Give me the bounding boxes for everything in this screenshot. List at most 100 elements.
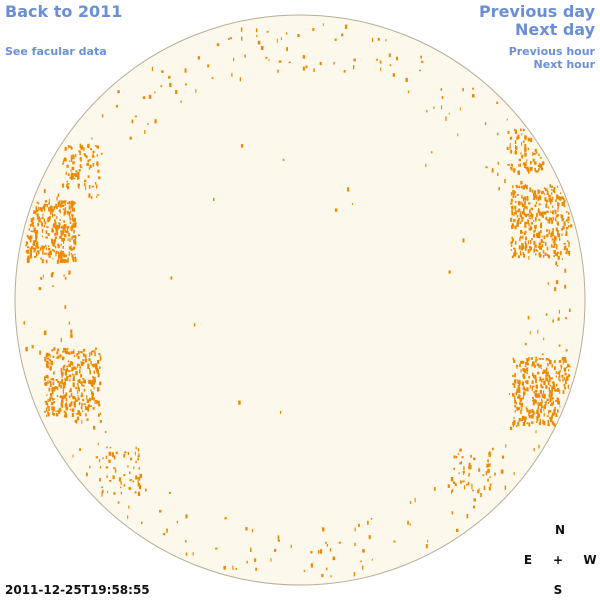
facula-speck [549,384,551,387]
facula-speck [566,375,569,380]
facula-speck [523,368,526,373]
facula-speck [526,387,529,392]
facula-speck [531,216,533,220]
facula-speck [519,214,523,218]
facula-speck [277,69,279,73]
facula-speck [86,406,88,411]
facula-speck [542,190,544,194]
facula-speck [61,379,64,384]
facula-speck [537,196,540,201]
facula-speck [549,217,552,221]
facula-speck [72,173,75,176]
facula-speck [70,176,73,180]
facula-speck [45,402,49,406]
facula-speck [88,193,91,198]
facula-speck [326,567,328,571]
previous-hour-link[interactable]: Previous hour [508,45,595,58]
facula-speck [85,358,87,363]
facula-speck [76,416,79,421]
facula-speck [529,209,531,214]
next-hour-link[interactable]: Next hour [533,58,596,71]
facula-speck [545,377,548,382]
facula-speck [518,394,520,398]
facula-speck [558,196,561,201]
facula-speck [60,200,63,205]
facula-speck [224,517,227,520]
facula-speck [48,405,50,409]
facula-speck [535,151,538,154]
facula-speck [519,163,521,167]
facula-speck [66,225,70,229]
facula-speck [38,287,42,291]
facula-speck [557,222,559,226]
facula-speck [235,567,237,570]
facula-speck [536,194,538,197]
facula-speck [72,413,74,417]
facula-speck [550,210,552,214]
facula-speck [69,146,72,148]
facula-speck [523,205,526,209]
facula-speck [488,455,491,457]
previous-day-link[interactable]: Previous day [478,2,595,21]
facula-speck [524,247,527,251]
facula-speck [38,202,40,205]
facula-speck [520,230,523,234]
facula-speck [37,222,39,227]
facula-speck [107,490,109,494]
solar-disk [14,14,586,586]
next-day-link[interactable]: Next day [515,20,595,39]
facula-speck [108,451,112,456]
facula-speck [83,388,86,392]
facula-speck [524,200,526,205]
facula-speck [78,364,81,366]
facula-speck [138,467,140,470]
facula-speck [461,456,464,459]
facula-speck [543,187,546,190]
facula-speck [552,386,556,390]
facula-speck [53,214,56,217]
facula-speck [63,347,66,351]
facula-speck [528,422,531,427]
facula-speck [277,535,280,540]
facula-speck [71,208,74,212]
facula-speck [550,244,553,248]
facula-speck [58,383,61,387]
facula-speck [81,404,83,409]
compass-north-label: N [554,523,566,537]
facula-speck [555,217,557,222]
facula-speck [99,412,102,415]
facula-speck [546,374,549,377]
facula-speck [232,565,234,570]
back-to-year-link[interactable]: Back to 2011 [5,2,123,21]
facula-speck [79,143,82,148]
facula-speck [83,403,86,405]
facula-speck [83,348,86,352]
facula-speck [485,166,488,169]
facula-speck [564,386,566,390]
see-facular-data-link[interactable]: See facular data [5,45,107,58]
facula-speck [65,392,68,397]
facula-speck [69,160,71,162]
facula-speck [543,412,545,417]
facula-speck [524,225,527,228]
facula-speck [564,373,567,376]
facula-speck [527,147,529,151]
facula-speck [74,217,76,222]
facula-speck [535,378,537,382]
facula-speck [63,233,67,238]
facula-speck [41,235,43,238]
facula-speck [353,572,355,577]
facula-speck [94,352,96,357]
facula-speck [519,236,523,239]
facula-speck [99,381,102,386]
facula-speck [539,376,542,382]
facula-speck [54,245,57,249]
facula-speck [57,243,60,246]
facula-speck [53,401,55,404]
facula-speck [142,96,146,99]
facula-speck [510,217,513,222]
facula-speck [553,255,555,257]
facula-speck [141,521,143,524]
facula-speck [66,367,69,372]
facula-speck [30,218,33,223]
